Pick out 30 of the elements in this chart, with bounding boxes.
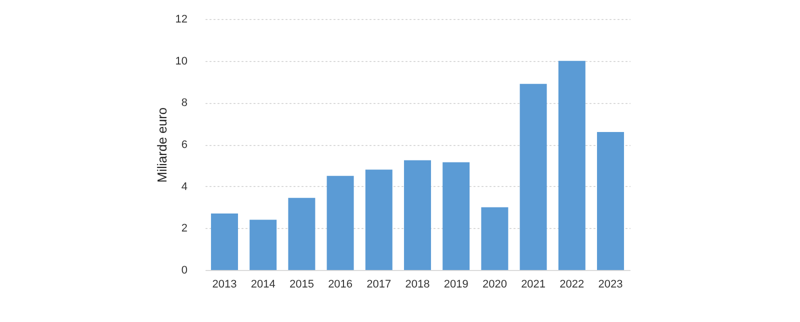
y-tick-label: 8	[181, 97, 188, 110]
bar	[326, 176, 354, 270]
bar	[520, 84, 547, 270]
x-tick-label: 2023	[598, 278, 623, 290]
x-tick-label: 2015	[289, 278, 314, 290]
x-tick-label: 2022	[560, 278, 584, 290]
y-tick-label: 0	[181, 264, 188, 276]
x-tick-label: 2019	[444, 278, 468, 290]
bar	[365, 170, 392, 270]
bar	[558, 60, 586, 270]
bar	[404, 160, 431, 270]
x-tick-label: 2016	[328, 278, 353, 290]
bar	[481, 207, 508, 270]
x-tick-label: 2014	[250, 278, 276, 290]
x-tick-label: 2021	[521, 278, 546, 290]
bar	[288, 198, 316, 270]
y-tick-label: 12	[175, 14, 188, 26]
x-tick-label: 2020	[482, 278, 507, 290]
x-tick-label: 2013	[212, 278, 237, 290]
x-tick-label: 2017	[366, 278, 392, 290]
y-tick-label: 2	[181, 222, 188, 235]
bar	[210, 214, 238, 270]
y-tick-label: 4	[181, 180, 188, 193]
y-axis-title: Miliarde euro	[154, 107, 170, 183]
x-tick-label: 2018	[405, 278, 430, 290]
bar	[597, 132, 624, 270]
y-tick-label: 6	[181, 139, 188, 151]
bar	[250, 220, 277, 270]
bar	[442, 162, 470, 270]
y-tick-label: 10	[175, 55, 188, 68]
